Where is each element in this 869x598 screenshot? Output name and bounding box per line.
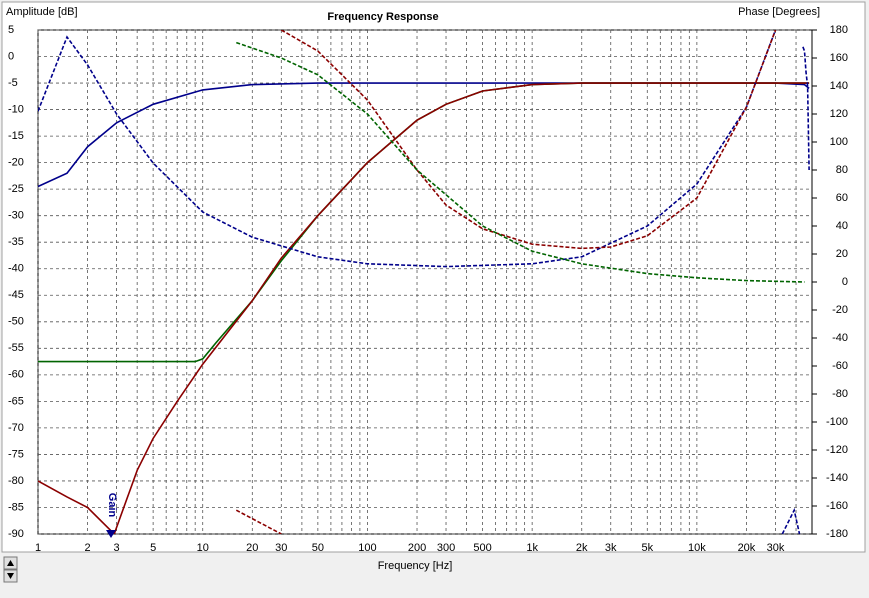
x-tick-label: 200 (408, 542, 426, 554)
x-tick-label: 10k (688, 542, 706, 554)
x-tick-label: 5 (150, 542, 156, 554)
y2-tick-label: 80 (836, 164, 848, 176)
y-tick-label: -25 (8, 183, 24, 195)
y-axis-label: Amplitude [dB] (6, 6, 78, 18)
y2-tick-label: -140 (826, 472, 848, 484)
x-axis-label: Frequency [Hz] (378, 560, 453, 572)
x-tick-label: 1k (526, 542, 538, 554)
x-tick-label: 20k (738, 542, 756, 554)
y2-tick-label: -120 (826, 444, 848, 456)
annotation-arrow (106, 530, 116, 538)
y-tick-label: -85 (8, 501, 24, 513)
y2-tick-label: -100 (826, 416, 848, 428)
y-tick-label: -45 (8, 289, 24, 301)
y2-tick-label: 100 (830, 136, 848, 148)
y2-tick-label: 160 (830, 52, 848, 64)
y2-tick-label: 40 (836, 220, 848, 232)
y2-tick-label: 140 (830, 80, 848, 92)
y2-tick-label: -180 (826, 528, 848, 540)
y-tick-label: -70 (8, 422, 24, 434)
y-tick-label: -35 (8, 236, 24, 248)
x-tick-label: 100 (358, 542, 376, 554)
x-tick-label: 2 (85, 542, 91, 554)
chart-title: Frequency Response (327, 11, 438, 23)
y2-tick-label: -80 (832, 388, 848, 400)
plot-area (37, 29, 813, 535)
x-tick-label: 500 (473, 542, 491, 554)
y-tick-label: -55 (8, 342, 24, 354)
y2-axis-label: Phase [Degrees] (738, 6, 820, 18)
y-tick-label: -90 (8, 528, 24, 540)
y-tick-label: -15 (8, 130, 24, 142)
y2-tick-label: 20 (836, 248, 848, 260)
y2-tick-label: 0 (842, 276, 848, 288)
y-tick-label: -10 (8, 103, 24, 115)
y2-tick-label: 60 (836, 192, 848, 204)
y-tick-label: -20 (8, 157, 24, 169)
y-tick-label: -40 (8, 263, 24, 275)
y2-tick-label: 180 (830, 24, 848, 36)
annotation: Gain (106, 493, 118, 518)
x-tick-label: 20 (246, 542, 258, 554)
y-tick-label: -5 (8, 77, 18, 89)
y-tick-label: -75 (8, 448, 24, 460)
x-tick-label: 30 (275, 542, 287, 554)
series-line (235, 30, 777, 534)
x-tick-label: 30k (767, 542, 785, 554)
y-tick-label: -60 (8, 369, 24, 381)
y2-tick-label: -40 (832, 332, 848, 344)
series-line (38, 82, 810, 534)
y-tick-label: -50 (8, 316, 24, 328)
y2-tick-label: -160 (826, 500, 848, 512)
x-tick-label: 3k (605, 542, 617, 554)
x-tick-label: 10 (197, 542, 209, 554)
x-tick-label: 50 (312, 542, 324, 554)
y-tick-label: 5 (8, 24, 14, 36)
y2-tick-label: 120 (830, 108, 848, 120)
y-tick-label: -30 (8, 210, 24, 222)
series-line (38, 30, 810, 534)
arrow-down (7, 573, 14, 579)
y-tick-label: -80 (8, 475, 24, 487)
x-tick-label: 2k (576, 542, 588, 554)
series-line (236, 41, 805, 283)
y2-tick-label: -20 (832, 304, 848, 316)
x-tick-label: 3 (114, 542, 120, 554)
x-tick-label: 300 (437, 542, 455, 554)
arrow-up (7, 560, 14, 566)
scroll-control[interactable] (3, 556, 18, 583)
x-tick-label: 1 (35, 542, 41, 554)
x-tick-label: 5k (641, 542, 653, 554)
y-tick-label: 0 (8, 50, 14, 62)
y2-tick-label: -60 (832, 360, 848, 372)
y-tick-label: -65 (8, 395, 24, 407)
